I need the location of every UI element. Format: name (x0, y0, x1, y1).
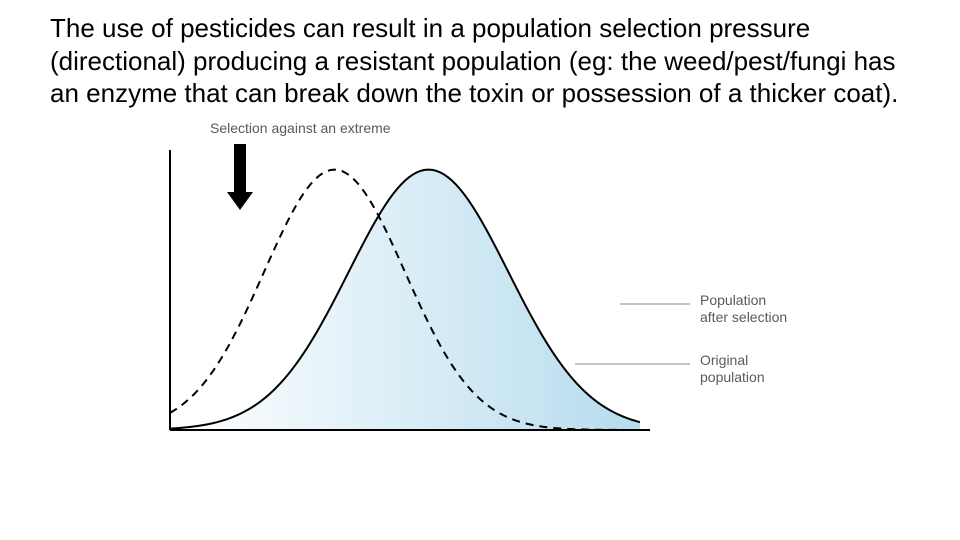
label-text: Population (700, 292, 766, 308)
selection-chart: Selection against an extreme Population … (130, 120, 830, 450)
chart-svg (130, 120, 830, 450)
population-after-label: Population after selection (700, 292, 787, 327)
original-population-label: Original population (700, 352, 765, 387)
label-text: population (700, 369, 765, 385)
label-text: Original (700, 352, 748, 368)
label-text: after selection (700, 309, 787, 325)
selection-arrow-label: Selection against an extreme (210, 120, 391, 136)
description-paragraph: The use of pesticides can result in a po… (50, 12, 910, 110)
